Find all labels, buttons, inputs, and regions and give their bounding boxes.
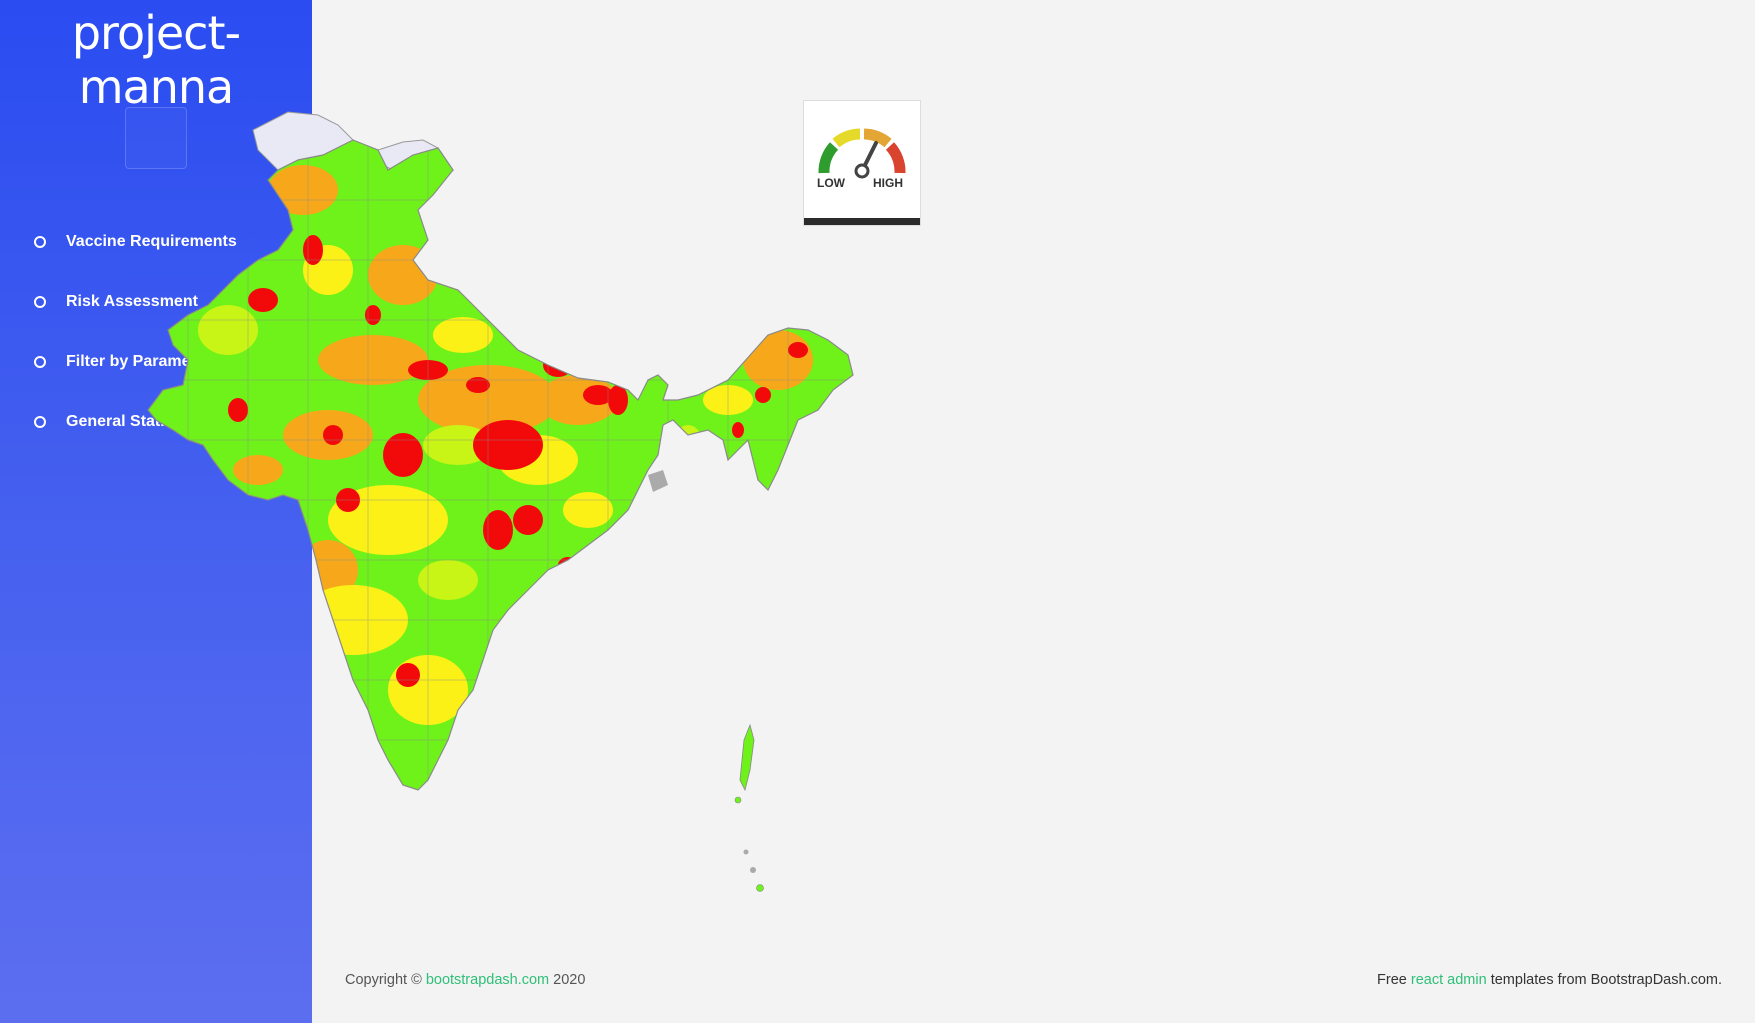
copyright-year: 2020	[553, 972, 586, 988]
sidebar-item-label: Filter by Parameters	[66, 353, 220, 370]
circle-icon	[34, 416, 46, 428]
andaman-nicobar-islands	[734, 723, 764, 892]
footer-credits: Free react admin templates from Bootstra…	[1377, 972, 1722, 988]
sidebar: project-manna Vaccine Requirements Risk …	[0, 0, 312, 1023]
gauge-low-label: LOW	[817, 176, 846, 190]
sidebar-item-vaccine-requirements[interactable]: Vaccine Requirements	[0, 212, 312, 272]
footer-copyright: Copyright © bootstrapdash.com 2020	[345, 972, 585, 988]
credits-suffix: templates from BootstrapDash.com.	[1490, 972, 1722, 988]
region-no-data-east	[648, 470, 668, 492]
sidebar-item-filter-by-parameters[interactable]: Filter by Parameters	[0, 332, 312, 392]
sidebar-item-risk-assessment[interactable]: Risk Assessment	[0, 272, 312, 332]
gauge-icon: LOW HIGH	[817, 128, 906, 190]
india-outline	[147, 139, 854, 791]
credits-prefix: Free	[1377, 972, 1407, 988]
sidebar-item-label: Vaccine Requirements	[66, 233, 237, 250]
sidebar-item-label: Risk Assessment	[66, 293, 198, 310]
gauge-high-label: HIGH	[873, 176, 903, 190]
circle-icon	[34, 356, 46, 368]
react-admin-link[interactable]: react admin	[1410, 972, 1487, 988]
bootstrapdash-link[interactable]: bootstrapdash.com	[425, 972, 550, 988]
profile-image-placeholder[interactable]	[125, 107, 187, 169]
brand-logo[interactable]: project-manna	[71, 6, 241, 114]
india-risk-map[interactable]	[128, 100, 988, 920]
circle-icon	[34, 236, 46, 248]
gauge-caption-bar	[804, 218, 920, 225]
risk-gauge-legend: LOW HIGH	[803, 100, 921, 226]
copyright-prefix: Copyright ©	[345, 972, 422, 988]
circle-icon	[34, 296, 46, 308]
